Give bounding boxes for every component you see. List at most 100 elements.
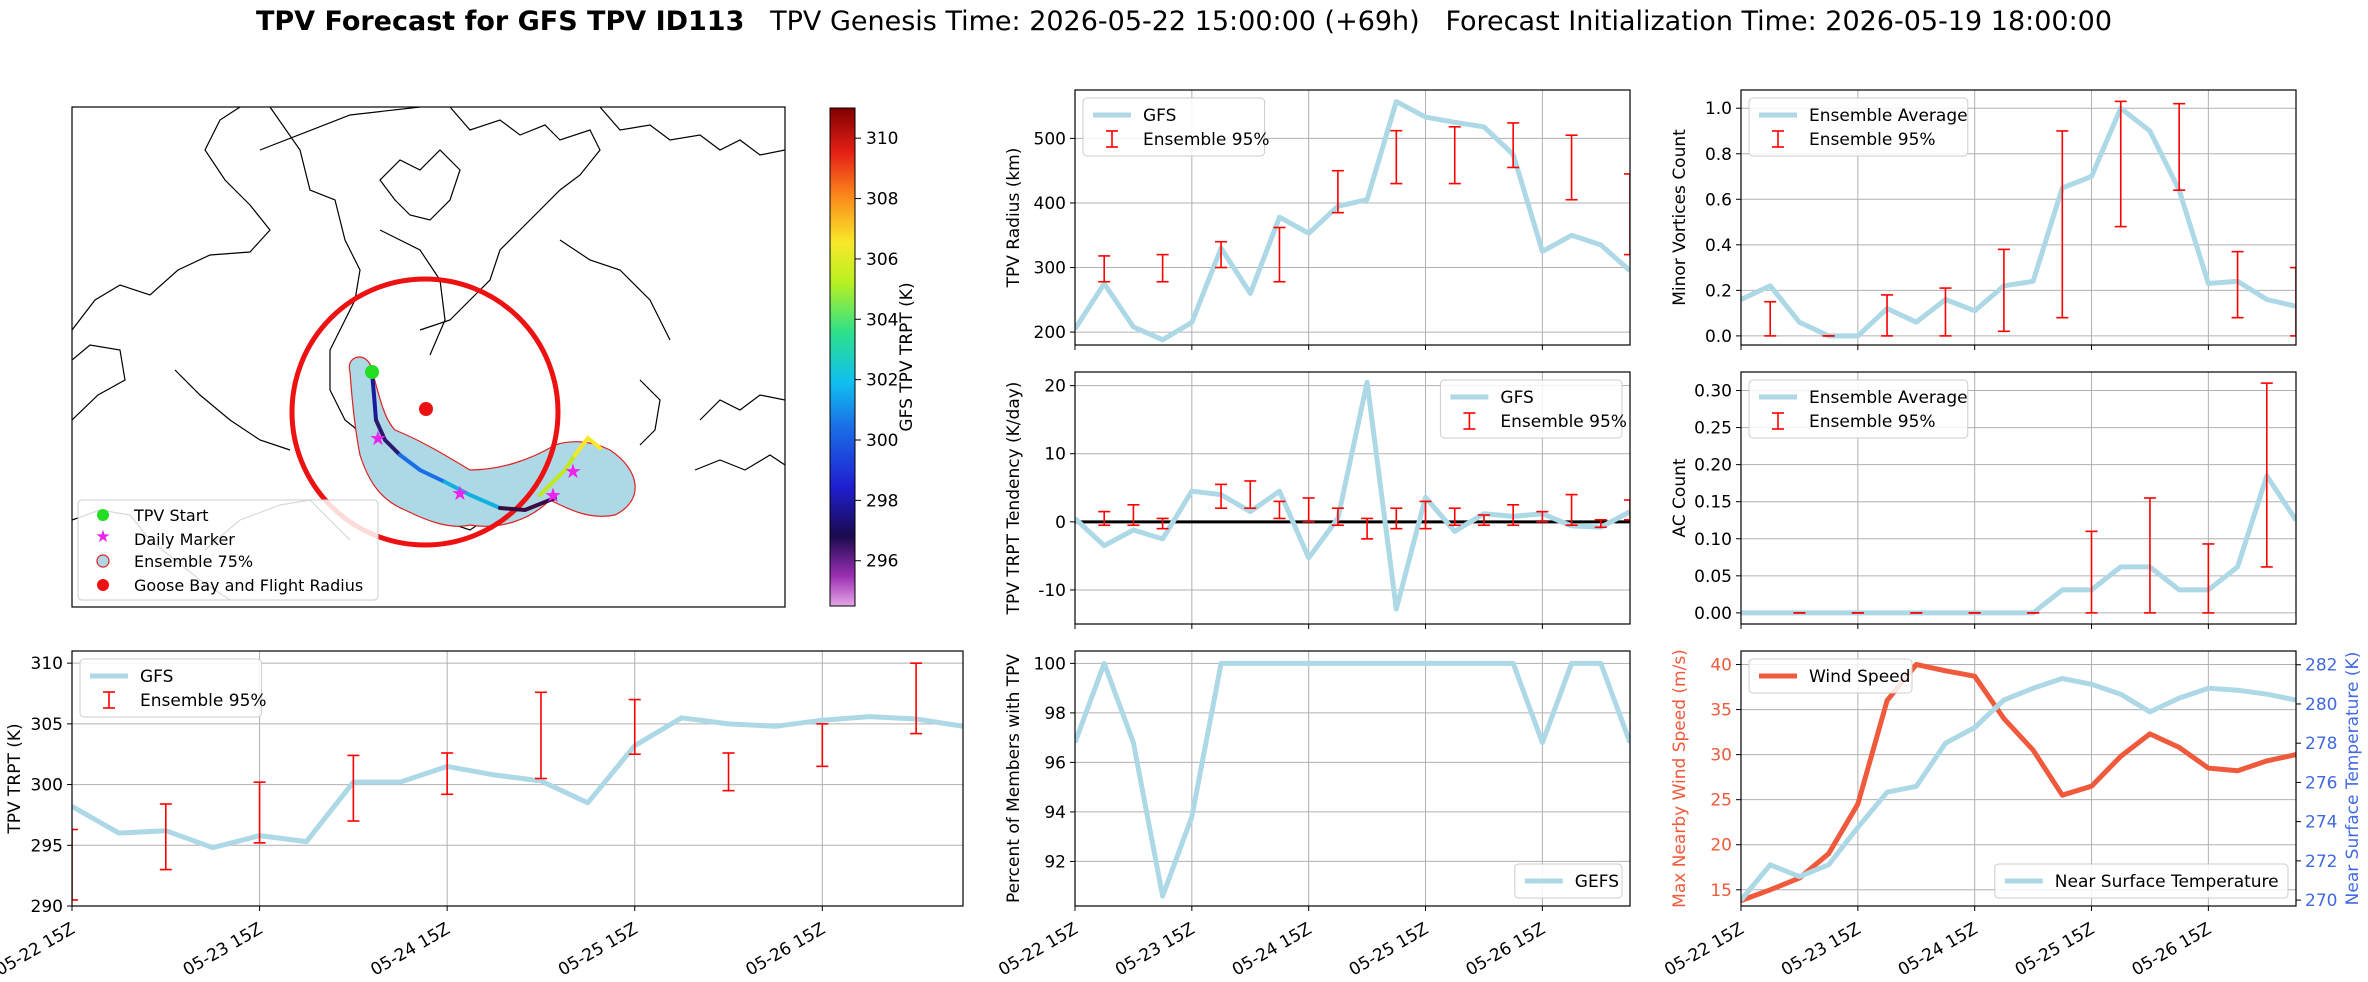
svg-text:★: ★ bbox=[369, 426, 387, 450]
y2-tick-label: 270 bbox=[2305, 891, 2337, 911]
y-tick-label: 92 bbox=[1044, 852, 1066, 872]
legend: GFS Ensemble 95% bbox=[1439, 379, 1627, 439]
y-tick-label: 0.15 bbox=[1694, 493, 1732, 513]
series-line-wind-speed bbox=[1741, 662, 2296, 903]
chart-minor: 0.0 0.2 0.4 0.6 0.8 1.0 Minor Vortices Count En… bbox=[1670, 89, 2297, 350]
series-line-gfs bbox=[1075, 379, 1630, 612]
map-area: ★ ★ ★ ★ ★ TPV Start Daily Marker Ensembl… bbox=[72, 107, 785, 607]
y2-tick-label: 280 bbox=[2305, 695, 2337, 715]
axes-frame bbox=[71, 650, 964, 907]
axes-frame bbox=[1740, 89, 2297, 346]
y-tick-label: 25 bbox=[1710, 791, 1732, 811]
x-tick-label: 05-25 15Z bbox=[555, 919, 641, 980]
colorbar-label: GFS TPV TRPT (K) bbox=[897, 282, 917, 431]
colorbar-tick-label: 300 bbox=[866, 431, 898, 451]
y-tick-label: 0.30 bbox=[1694, 382, 1732, 402]
legend-ensemble-75: Ensemble 75% bbox=[134, 552, 253, 571]
y-tick-label: 100 bbox=[1034, 654, 1066, 674]
series-line-gfs bbox=[1075, 99, 1630, 343]
colorbar-tick-label: 302 bbox=[866, 371, 898, 391]
colorbar-tick-label: 296 bbox=[866, 552, 898, 572]
y-tick-label: 0.10 bbox=[1694, 530, 1732, 550]
x-tick-label: 05-22 15Z bbox=[1661, 919, 1747, 980]
y-tick-label: 0.2 bbox=[1705, 281, 1732, 301]
legend-label: Ensemble 95% bbox=[1500, 412, 1627, 432]
flight-radius-circle bbox=[289, 276, 561, 548]
y-tick-label: 0.4 bbox=[1705, 236, 1732, 256]
y2-tick-label: 282 bbox=[2305, 656, 2337, 676]
y-axis-label: Max Nearby Wind Speed (m/s) bbox=[1670, 649, 1690, 908]
y-tick-label: 305 bbox=[31, 715, 63, 735]
y-tick-label: 20 bbox=[1044, 377, 1066, 397]
legend: Ensemble Average Ensemble 95% bbox=[1748, 97, 1969, 157]
tpv-track bbox=[370, 370, 602, 513]
legend-label: Ensemble 95% bbox=[1809, 130, 1936, 150]
series-group bbox=[1075, 660, 1630, 899]
series-line-ensemble-average bbox=[1741, 473, 2296, 616]
legend: GEFS bbox=[1514, 863, 1623, 899]
chart-wind: 15 20 25 30 35 40 05-22 15Z 05-23 15Z 05-24 15Z 0… bbox=[1661, 649, 2363, 980]
colorbar-tick-label: 310 bbox=[866, 129, 898, 149]
colorbar-tick-label: 306 bbox=[866, 250, 898, 270]
y-tick-label: 94 bbox=[1044, 803, 1066, 823]
y-tick-label: 15 bbox=[1710, 881, 1732, 901]
y-tick-label: 400 bbox=[1034, 194, 1066, 214]
colorbar-tick-label: 298 bbox=[866, 491, 898, 511]
legend-box bbox=[1994, 863, 2289, 899]
y-axis-label: Percent of Members with TPV bbox=[1004, 654, 1024, 903]
y-tick-label: 200 bbox=[1034, 323, 1066, 343]
y-axis-label: Minor Vortices Count bbox=[1670, 129, 1690, 306]
y-tick-label: 300 bbox=[1034, 259, 1066, 279]
legend-label: Ensemble Average bbox=[1809, 388, 1968, 408]
legend-box bbox=[1514, 863, 1623, 899]
x-tick-label: 05-26 15Z bbox=[743, 919, 829, 980]
chart-members: 92 94 96 98 100 05-22 15Z 05-23 15Z 05-24 15Z 05… bbox=[995, 650, 1631, 980]
y-tick-label: 20 bbox=[1710, 836, 1732, 856]
legend: Wind Speed bbox=[1748, 658, 1913, 694]
legend-box bbox=[1748, 97, 1969, 157]
colorbar: 296 298 300 302 304 306 308 310 GFS TPV TRPT (K… bbox=[829, 107, 917, 607]
legend: GFS Ensemble 95% bbox=[79, 658, 267, 718]
y2-tick-label: 274 bbox=[2305, 813, 2337, 833]
legend-box bbox=[1748, 379, 1969, 439]
title-id: TPV Forecast for GFS TPV ID113 bbox=[255, 6, 745, 37]
y-axis-label: TPV TRPT Tendency (K/day) bbox=[1004, 382, 1024, 616]
legend-label: GFS bbox=[140, 667, 173, 687]
y-tick-label: 0.20 bbox=[1694, 456, 1732, 476]
x-tick-label: 05-24 15Z bbox=[1895, 919, 1981, 980]
svg-text:★: ★ bbox=[451, 481, 469, 505]
x-tick-label: 05-23 15Z bbox=[1112, 919, 1198, 980]
series-group bbox=[1741, 662, 2296, 903]
series-group bbox=[72, 662, 963, 901]
axes-frame bbox=[1074, 89, 1631, 346]
series-line-gefs bbox=[1075, 660, 1630, 899]
legend-label: Ensemble Average bbox=[1809, 106, 1968, 126]
colorbar-tick-label: 308 bbox=[866, 190, 898, 210]
legend-label: Wind Speed bbox=[1809, 667, 1910, 687]
chart-radius: 200 300 400 500 TPV Radius (km) GFS Ensemble 9… bbox=[1004, 89, 1631, 350]
legend-label: Ensemble 95% bbox=[1143, 130, 1270, 150]
y-tick-label: 300 bbox=[31, 776, 63, 796]
title-genesis: TPV Genesis Time: 2026-05-22 15:00:00 (+… bbox=[770, 6, 1420, 37]
svg-text:★: ★ bbox=[564, 459, 582, 483]
y-tick-label: 0.05 bbox=[1694, 567, 1732, 587]
x-tick-label: 05-24 15Z bbox=[367, 919, 453, 980]
y-tick-label: 10 bbox=[1044, 445, 1066, 465]
axes-frame bbox=[1740, 650, 2297, 907]
legend-tpv-start: TPV Start bbox=[133, 506, 209, 525]
chart-tendency: -10 0 10 20 TPV TRPT Tendency (K/day) GFS Ense… bbox=[1004, 371, 1631, 629]
daily-markers: ★ ★ ★ ★ bbox=[369, 426, 582, 507]
y2-tick-label: 278 bbox=[2305, 734, 2337, 754]
y2-axis-label: Near Surface Temperature (K) bbox=[2343, 652, 2363, 906]
axes-frame bbox=[1074, 371, 1631, 625]
legend: Near Surface Temperature bbox=[1994, 863, 2289, 899]
x-tick-label: 05-25 15Z bbox=[1346, 919, 1432, 980]
x-tick-label: 05-26 15Z bbox=[2129, 919, 2215, 980]
legend-label: Ensemble 95% bbox=[140, 691, 267, 711]
x-tick-label: 05-23 15Z bbox=[180, 919, 266, 980]
y-tick-label: 0.8 bbox=[1705, 145, 1732, 165]
y-tick-label: 30 bbox=[1710, 746, 1732, 766]
y-tick-label: 0.25 bbox=[1694, 419, 1732, 439]
